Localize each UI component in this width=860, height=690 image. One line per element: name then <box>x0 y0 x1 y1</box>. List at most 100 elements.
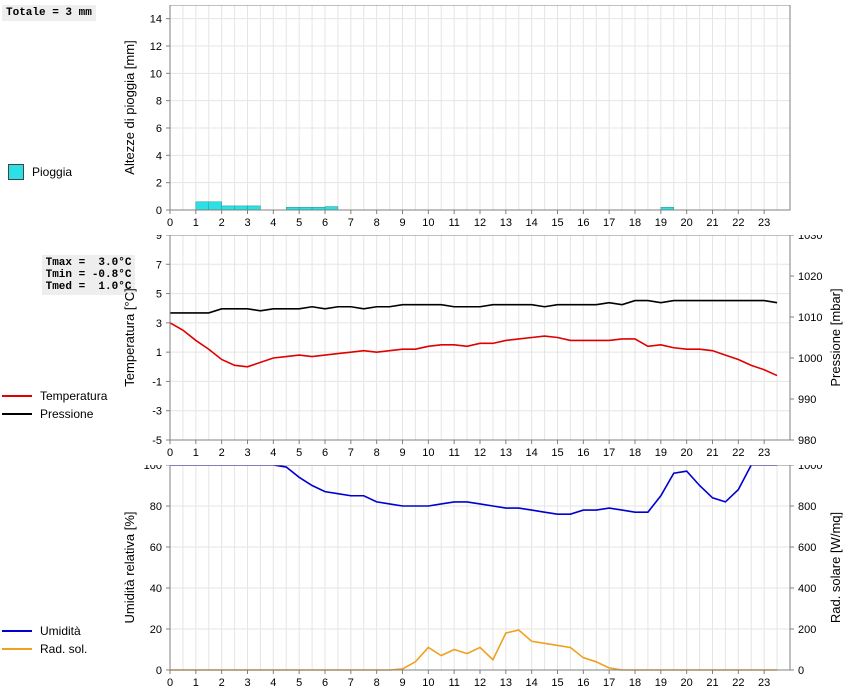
svg-text:2: 2 <box>156 178 162 190</box>
svg-text:20: 20 <box>681 677 693 689</box>
svg-text:16: 16 <box>577 677 589 689</box>
svg-text:5: 5 <box>296 217 302 229</box>
svg-text:6: 6 <box>322 217 328 229</box>
svg-text:13: 13 <box>500 447 512 459</box>
svg-text:19: 19 <box>655 677 667 689</box>
svg-text:13: 13 <box>500 217 512 229</box>
rain-swatch <box>8 164 24 180</box>
svg-text:1030: 1030 <box>798 235 822 242</box>
svg-text:15: 15 <box>551 217 563 229</box>
svg-text:20: 20 <box>681 217 693 229</box>
svg-text:12: 12 <box>474 447 486 459</box>
svg-text:12: 12 <box>474 217 486 229</box>
svg-text:19: 19 <box>655 447 667 459</box>
svg-text:15: 15 <box>551 677 563 689</box>
svg-text:7: 7 <box>156 259 162 271</box>
svg-text:0: 0 <box>167 217 173 229</box>
svg-text:19: 19 <box>655 217 667 229</box>
svg-text:18: 18 <box>629 447 641 459</box>
svg-text:3: 3 <box>244 447 250 459</box>
svg-text:4: 4 <box>270 677 276 689</box>
svg-text:18: 18 <box>629 217 641 229</box>
svg-text:Umidità relativa [%]: Umidità relativa [%] <box>122 512 137 624</box>
svg-text:5: 5 <box>296 447 302 459</box>
svg-text:600: 600 <box>798 542 816 554</box>
rain-legend-label: Pioggia <box>32 165 72 179</box>
svg-text:1020: 1020 <box>798 271 822 283</box>
svg-text:3: 3 <box>244 217 250 229</box>
svg-text:21: 21 <box>706 677 718 689</box>
svg-text:1000: 1000 <box>798 465 822 472</box>
svg-text:Temperatura [°C]: Temperatura [°C] <box>122 288 137 386</box>
svg-text:16: 16 <box>577 217 589 229</box>
svg-text:1: 1 <box>193 217 199 229</box>
svg-text:7: 7 <box>348 447 354 459</box>
svg-text:4: 4 <box>270 217 276 229</box>
svg-text:Rad. solare [W/mq]: Rad. solare [W/mq] <box>828 512 843 623</box>
svg-text:23: 23 <box>758 677 770 689</box>
svg-text:11: 11 <box>448 447 459 459</box>
svg-text:21: 21 <box>706 447 718 459</box>
svg-text:6: 6 <box>322 677 328 689</box>
svg-text:2: 2 <box>219 217 225 229</box>
radiation-legend-label: Rad. sol. <box>40 642 87 656</box>
svg-text:0: 0 <box>156 665 162 677</box>
svg-text:22: 22 <box>732 447 744 459</box>
svg-text:13: 13 <box>500 677 512 689</box>
svg-text:23: 23 <box>758 217 770 229</box>
svg-text:990: 990 <box>798 394 816 406</box>
svg-text:11: 11 <box>448 217 459 229</box>
svg-text:400: 400 <box>798 583 816 595</box>
svg-text:14: 14 <box>150 14 162 26</box>
svg-text:20: 20 <box>681 447 693 459</box>
svg-text:0: 0 <box>156 205 162 217</box>
svg-text:14: 14 <box>526 677 538 689</box>
svg-text:17: 17 <box>603 447 615 459</box>
svg-text:100: 100 <box>144 465 162 472</box>
rain-info-box: Totale = 3 mm <box>2 5 96 21</box>
humidity-legend-label: Umidità <box>40 624 81 638</box>
svg-text:800: 800 <box>798 501 816 513</box>
svg-text:80: 80 <box>150 501 162 513</box>
temp-info-box: Tmax = 3.0°C Tmin = -0.8°C Tmed = 1.0°C <box>2 243 135 307</box>
svg-text:200: 200 <box>798 624 816 636</box>
radiation-line-swatch <box>2 648 32 650</box>
svg-text:6: 6 <box>156 123 162 135</box>
svg-text:0: 0 <box>167 677 173 689</box>
temp-pressure-chart: -5-3-1135799809901000101010201030Tempera… <box>122 235 860 460</box>
svg-text:1010: 1010 <box>798 312 822 324</box>
svg-text:1: 1 <box>193 447 199 459</box>
svg-text:3: 3 <box>156 318 162 330</box>
svg-text:17: 17 <box>603 677 615 689</box>
svg-text:Pressione [mbar]: Pressione [mbar] <box>828 288 843 386</box>
svg-text:8: 8 <box>374 447 380 459</box>
humidity-legend: Umidità Rad. sol. <box>2 620 87 660</box>
svg-text:22: 22 <box>732 217 744 229</box>
svg-text:7: 7 <box>348 677 354 689</box>
svg-text:21: 21 <box>706 217 718 229</box>
humidity-line-swatch <box>2 630 32 632</box>
svg-text:3: 3 <box>244 677 250 689</box>
svg-text:10: 10 <box>422 447 434 459</box>
chart-container: Totale = 3 mm Pioggia Tmax = 3.0°C Tmin … <box>0 0 860 690</box>
svg-text:9: 9 <box>399 217 405 229</box>
svg-text:23: 23 <box>758 447 770 459</box>
svg-text:8: 8 <box>156 96 162 108</box>
svg-text:9: 9 <box>399 447 405 459</box>
temp-line-swatch <box>2 395 32 397</box>
svg-text:4: 4 <box>156 150 162 162</box>
svg-text:0: 0 <box>167 447 173 459</box>
svg-text:Altezze di pioggia [mm]: Altezze di pioggia [mm] <box>122 40 137 174</box>
svg-text:2: 2 <box>219 677 225 689</box>
svg-text:40: 40 <box>150 583 162 595</box>
svg-text:17: 17 <box>603 217 615 229</box>
svg-text:1: 1 <box>156 347 162 359</box>
svg-text:60: 60 <box>150 542 162 554</box>
svg-text:8: 8 <box>374 677 380 689</box>
svg-text:1: 1 <box>193 677 199 689</box>
svg-text:5: 5 <box>156 289 162 301</box>
pressure-line-swatch <box>2 413 32 415</box>
svg-text:12: 12 <box>150 41 162 53</box>
svg-text:1000: 1000 <box>798 353 822 365</box>
pressure-legend-label: Pressione <box>40 407 93 421</box>
